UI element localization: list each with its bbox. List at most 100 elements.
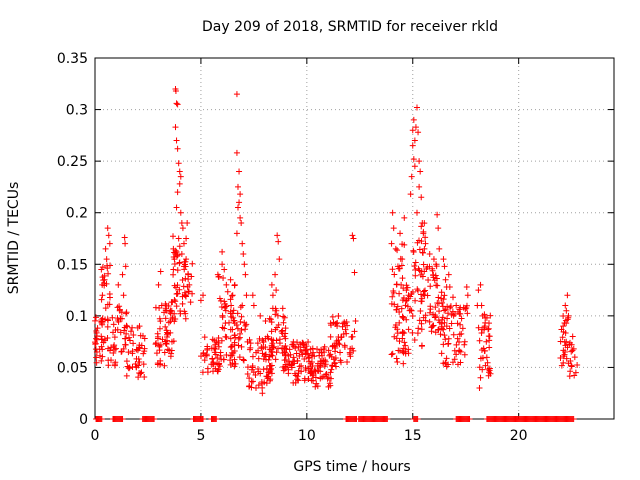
data-point bbox=[122, 240, 129, 247]
data-point bbox=[285, 352, 292, 359]
data-point bbox=[238, 327, 245, 334]
data-point bbox=[236, 168, 243, 175]
data-point bbox=[125, 349, 132, 356]
data-point bbox=[448, 320, 455, 327]
data-point bbox=[457, 359, 464, 366]
data-point bbox=[392, 322, 399, 329]
data-point bbox=[257, 370, 264, 377]
data-point bbox=[412, 272, 419, 279]
data-point bbox=[420, 291, 427, 298]
data-point bbox=[402, 298, 409, 305]
data-point bbox=[227, 357, 234, 364]
data-point bbox=[103, 256, 110, 263]
data-point bbox=[337, 349, 344, 356]
data-point bbox=[249, 378, 256, 385]
data-point bbox=[560, 347, 567, 354]
data-point bbox=[186, 281, 193, 288]
data-point bbox=[161, 362, 168, 369]
data-point bbox=[260, 366, 267, 373]
data-point bbox=[479, 366, 486, 373]
data-point bbox=[433, 275, 440, 282]
data-point bbox=[222, 320, 229, 327]
data-point bbox=[327, 320, 334, 327]
data-point bbox=[228, 302, 235, 309]
data-point bbox=[130, 332, 137, 339]
data-point bbox=[240, 357, 247, 364]
data-point bbox=[395, 347, 402, 354]
data-point bbox=[243, 292, 250, 299]
data-point bbox=[477, 374, 484, 381]
data-point bbox=[209, 336, 216, 343]
data-point bbox=[170, 245, 177, 252]
x-tick-label: 15 bbox=[404, 428, 422, 444]
data-point bbox=[104, 323, 111, 330]
data-point bbox=[270, 337, 277, 344]
data-point bbox=[303, 343, 310, 350]
data-point bbox=[438, 295, 445, 302]
data-point bbox=[560, 313, 567, 320]
data-point bbox=[318, 346, 325, 353]
data-point bbox=[434, 211, 441, 218]
data-point bbox=[262, 356, 269, 363]
data-point bbox=[252, 385, 259, 392]
data-point bbox=[414, 330, 421, 337]
data-point bbox=[104, 262, 111, 269]
data-point bbox=[235, 342, 242, 349]
data-point bbox=[170, 266, 177, 273]
data-point bbox=[394, 303, 401, 310]
data-point bbox=[276, 256, 283, 263]
data-point bbox=[482, 362, 489, 369]
data-point bbox=[273, 287, 280, 294]
data-point bbox=[183, 256, 190, 263]
data-point bbox=[347, 353, 354, 360]
data-point bbox=[563, 320, 570, 327]
data-point bbox=[327, 369, 334, 376]
data-point bbox=[574, 361, 581, 368]
data-point bbox=[219, 261, 226, 268]
data-point bbox=[236, 199, 243, 206]
data-point bbox=[114, 326, 121, 333]
data-point bbox=[418, 223, 425, 230]
data-point bbox=[405, 292, 412, 299]
data-point bbox=[272, 271, 279, 278]
data-point bbox=[162, 323, 169, 330]
data-point bbox=[441, 319, 448, 326]
data-point bbox=[262, 351, 269, 358]
y-tick-label: 0.2 bbox=[66, 206, 88, 222]
data-point bbox=[407, 191, 414, 198]
data-point bbox=[172, 315, 179, 322]
data-point bbox=[420, 230, 427, 237]
data-point bbox=[101, 337, 108, 344]
data-point bbox=[308, 352, 315, 359]
data-point bbox=[122, 263, 129, 270]
data-point bbox=[422, 317, 429, 324]
data-point bbox=[312, 374, 319, 381]
data-point bbox=[339, 323, 346, 330]
data-point bbox=[438, 325, 445, 332]
data-point bbox=[279, 327, 286, 334]
data-point bbox=[99, 315, 106, 322]
data-point bbox=[560, 323, 567, 330]
data-point bbox=[334, 322, 341, 329]
data-point bbox=[440, 326, 447, 333]
data-point bbox=[483, 338, 490, 345]
data-point bbox=[259, 384, 266, 391]
data-point bbox=[255, 365, 262, 372]
data-point bbox=[389, 350, 396, 357]
data-point bbox=[135, 374, 142, 381]
data-point bbox=[343, 318, 350, 325]
data-point bbox=[99, 292, 106, 299]
data-point bbox=[275, 238, 282, 245]
data-point bbox=[459, 325, 466, 332]
data-point bbox=[414, 239, 421, 246]
data-point bbox=[446, 325, 453, 332]
data-point bbox=[172, 88, 179, 95]
data-point bbox=[414, 416, 421, 422]
data-point bbox=[165, 303, 172, 310]
data-point bbox=[562, 342, 569, 349]
data-point bbox=[231, 332, 238, 339]
data-point bbox=[180, 240, 187, 247]
data-point bbox=[240, 250, 247, 257]
data-point bbox=[298, 362, 305, 369]
data-point bbox=[481, 323, 488, 330]
